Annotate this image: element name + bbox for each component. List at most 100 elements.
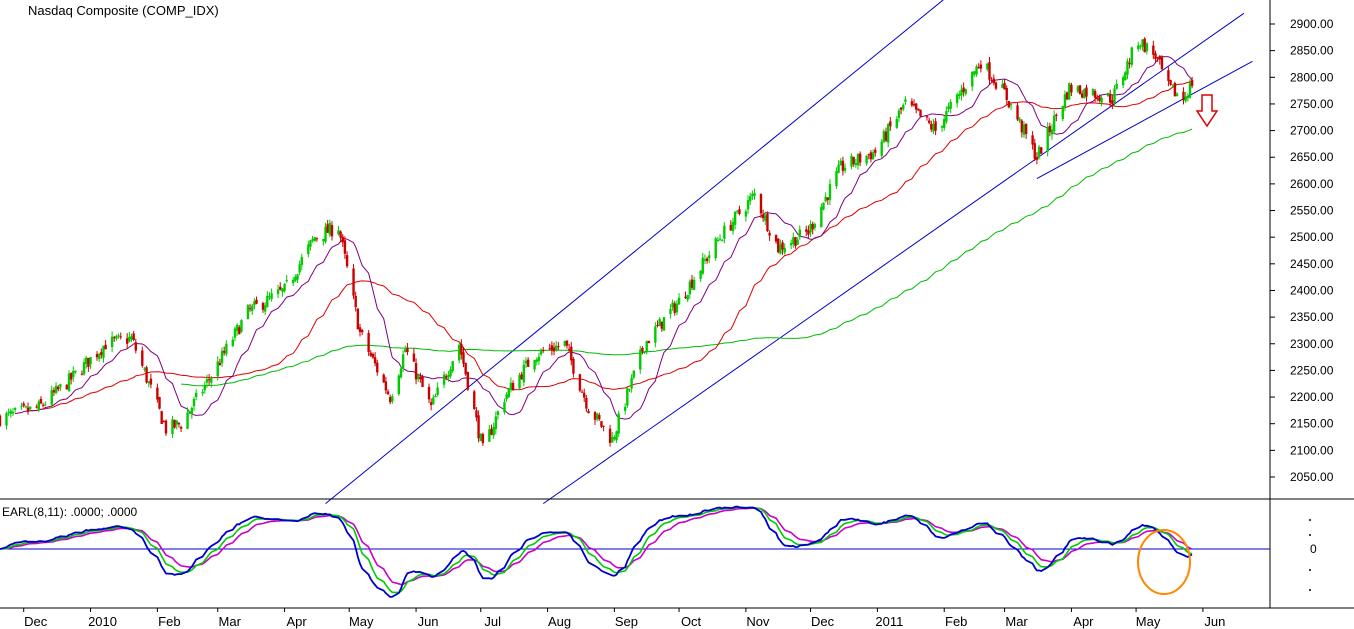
candle xyxy=(1098,94,1101,103)
candle xyxy=(1022,121,1026,138)
candle xyxy=(759,193,763,218)
candle-body xyxy=(1115,83,1118,89)
candle-body xyxy=(1050,129,1054,135)
candle-body xyxy=(50,390,53,405)
candle xyxy=(451,360,454,373)
candle-body xyxy=(281,288,284,292)
candle-body xyxy=(593,412,597,420)
candle xyxy=(406,342,409,356)
candle xyxy=(641,346,644,355)
candle-body xyxy=(654,326,657,343)
x-tick-label: Apr xyxy=(286,614,307,629)
candle-body xyxy=(761,214,765,219)
y-tick-label: 2150.00 xyxy=(1290,417,1334,431)
candle xyxy=(822,202,825,211)
candle xyxy=(1048,122,1052,137)
candle-body xyxy=(1024,123,1028,134)
candle-body xyxy=(376,362,379,373)
y-tick-label: 2450.00 xyxy=(1290,257,1334,271)
candle xyxy=(35,404,38,409)
candle-body xyxy=(339,231,342,238)
chart-title: Nasdaq Composite (COMP_IDX) xyxy=(28,3,219,18)
candle xyxy=(309,239,312,251)
candle-body xyxy=(656,324,659,326)
candle-body xyxy=(871,152,875,160)
candle-body xyxy=(177,423,181,425)
candle-body xyxy=(356,308,360,330)
candle xyxy=(263,302,267,315)
candle xyxy=(738,205,741,216)
candle xyxy=(1055,113,1058,122)
candle xyxy=(841,156,845,176)
candle-body xyxy=(1096,98,1099,100)
candle-body xyxy=(1130,47,1133,65)
candle xyxy=(673,300,676,316)
candle xyxy=(658,317,661,327)
candle xyxy=(69,372,73,385)
candle xyxy=(328,219,332,237)
candle-body xyxy=(537,356,541,361)
candle xyxy=(113,335,116,342)
candle xyxy=(238,325,241,335)
candle xyxy=(1111,95,1114,110)
candle-body xyxy=(910,101,914,106)
candle xyxy=(192,396,196,411)
candle-body xyxy=(1173,83,1177,97)
candle xyxy=(811,221,814,235)
candle xyxy=(805,225,808,237)
candle xyxy=(882,129,886,144)
candle xyxy=(371,352,375,359)
candle xyxy=(1005,85,1008,105)
candle-body xyxy=(867,154,870,156)
candle-body xyxy=(95,354,99,358)
candle xyxy=(912,99,916,107)
candle-body xyxy=(940,126,944,128)
candle-body xyxy=(949,101,952,109)
candle-body xyxy=(0,415,2,426)
candle xyxy=(205,374,209,388)
candle xyxy=(798,225,801,240)
candle-body xyxy=(156,387,159,400)
candle-body xyxy=(1182,91,1185,101)
candle-body xyxy=(617,413,620,434)
candle-body xyxy=(1083,89,1086,99)
candle-body xyxy=(509,382,513,390)
candle-body xyxy=(216,361,219,377)
candle-body xyxy=(173,419,176,428)
candle xyxy=(971,71,974,92)
candle-body xyxy=(645,341,648,352)
candle xyxy=(886,122,890,148)
x-tick-label: Dec xyxy=(811,614,835,629)
candle xyxy=(345,251,349,269)
candle xyxy=(865,155,868,166)
candle-body xyxy=(1001,83,1004,89)
candle xyxy=(143,367,146,372)
candle xyxy=(990,76,993,83)
candle xyxy=(231,336,235,348)
candle-body xyxy=(309,240,312,247)
candle-body xyxy=(419,377,422,380)
candle xyxy=(222,346,226,356)
candle xyxy=(442,371,446,389)
candle xyxy=(723,222,726,244)
candle-body xyxy=(889,121,892,127)
candle-body xyxy=(865,155,868,164)
candle xyxy=(714,236,717,261)
candle xyxy=(1035,152,1039,165)
candle xyxy=(354,291,357,312)
candle-body xyxy=(518,375,521,389)
candle-body xyxy=(307,244,310,255)
candle xyxy=(9,408,12,418)
candle-body xyxy=(1076,86,1080,92)
candle-body xyxy=(436,387,439,395)
candle-body xyxy=(337,230,340,235)
candle xyxy=(736,210,739,214)
candle-body xyxy=(662,317,666,331)
candle xyxy=(880,139,883,159)
candle-body xyxy=(611,437,614,443)
candle-body xyxy=(354,295,357,308)
y-tick-label: 2600.00 xyxy=(1290,177,1334,191)
candle-body xyxy=(1046,126,1049,152)
candle xyxy=(115,334,118,341)
candle xyxy=(930,120,933,133)
